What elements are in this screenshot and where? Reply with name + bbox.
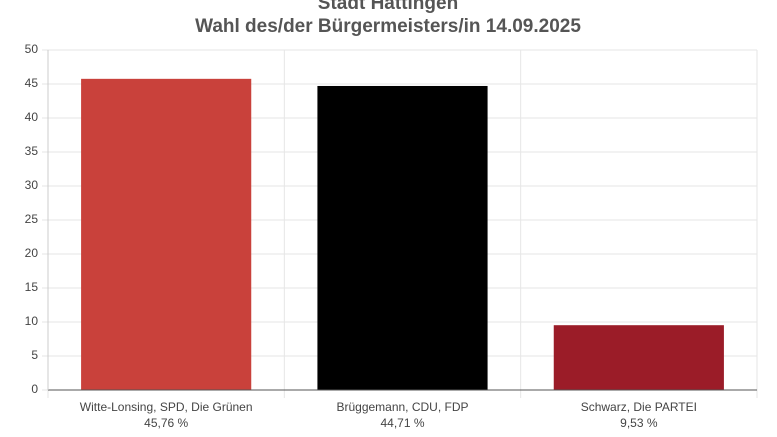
y-tick-label: 0 (31, 382, 38, 396)
chart-title: Stadt Hattingen (318, 0, 458, 14)
bar (81, 78, 252, 390)
x-tick-label: Brüggemann, CDU, FDP (336, 400, 468, 414)
value-label: 45,76 % (144, 416, 188, 430)
x-tick-label: Witte-Lonsing, SPD, Die Grünen (80, 400, 253, 414)
value-label: 9,53 % (620, 416, 658, 430)
y-tick-label: 45 (25, 76, 39, 90)
y-tick-label: 50 (25, 42, 39, 56)
chart-subtitle: Wahl des/der Bürgermeisters/in 14.09.202… (195, 16, 581, 37)
y-tick-label: 30 (25, 178, 39, 192)
y-tick-label: 20 (25, 246, 39, 260)
bar (553, 325, 724, 390)
bar (317, 85, 488, 391)
value-label: 44,71 % (380, 416, 424, 430)
y-tick-label: 25 (25, 212, 39, 226)
y-tick-label: 10 (25, 314, 39, 328)
y-tick-label: 5 (31, 348, 38, 362)
y-tick-label: 15 (25, 280, 39, 294)
y-tick-label: 40 (25, 110, 39, 124)
x-tick-label: Schwarz, Die PARTEI (581, 400, 697, 414)
y-tick-label: 35 (25, 144, 39, 158)
